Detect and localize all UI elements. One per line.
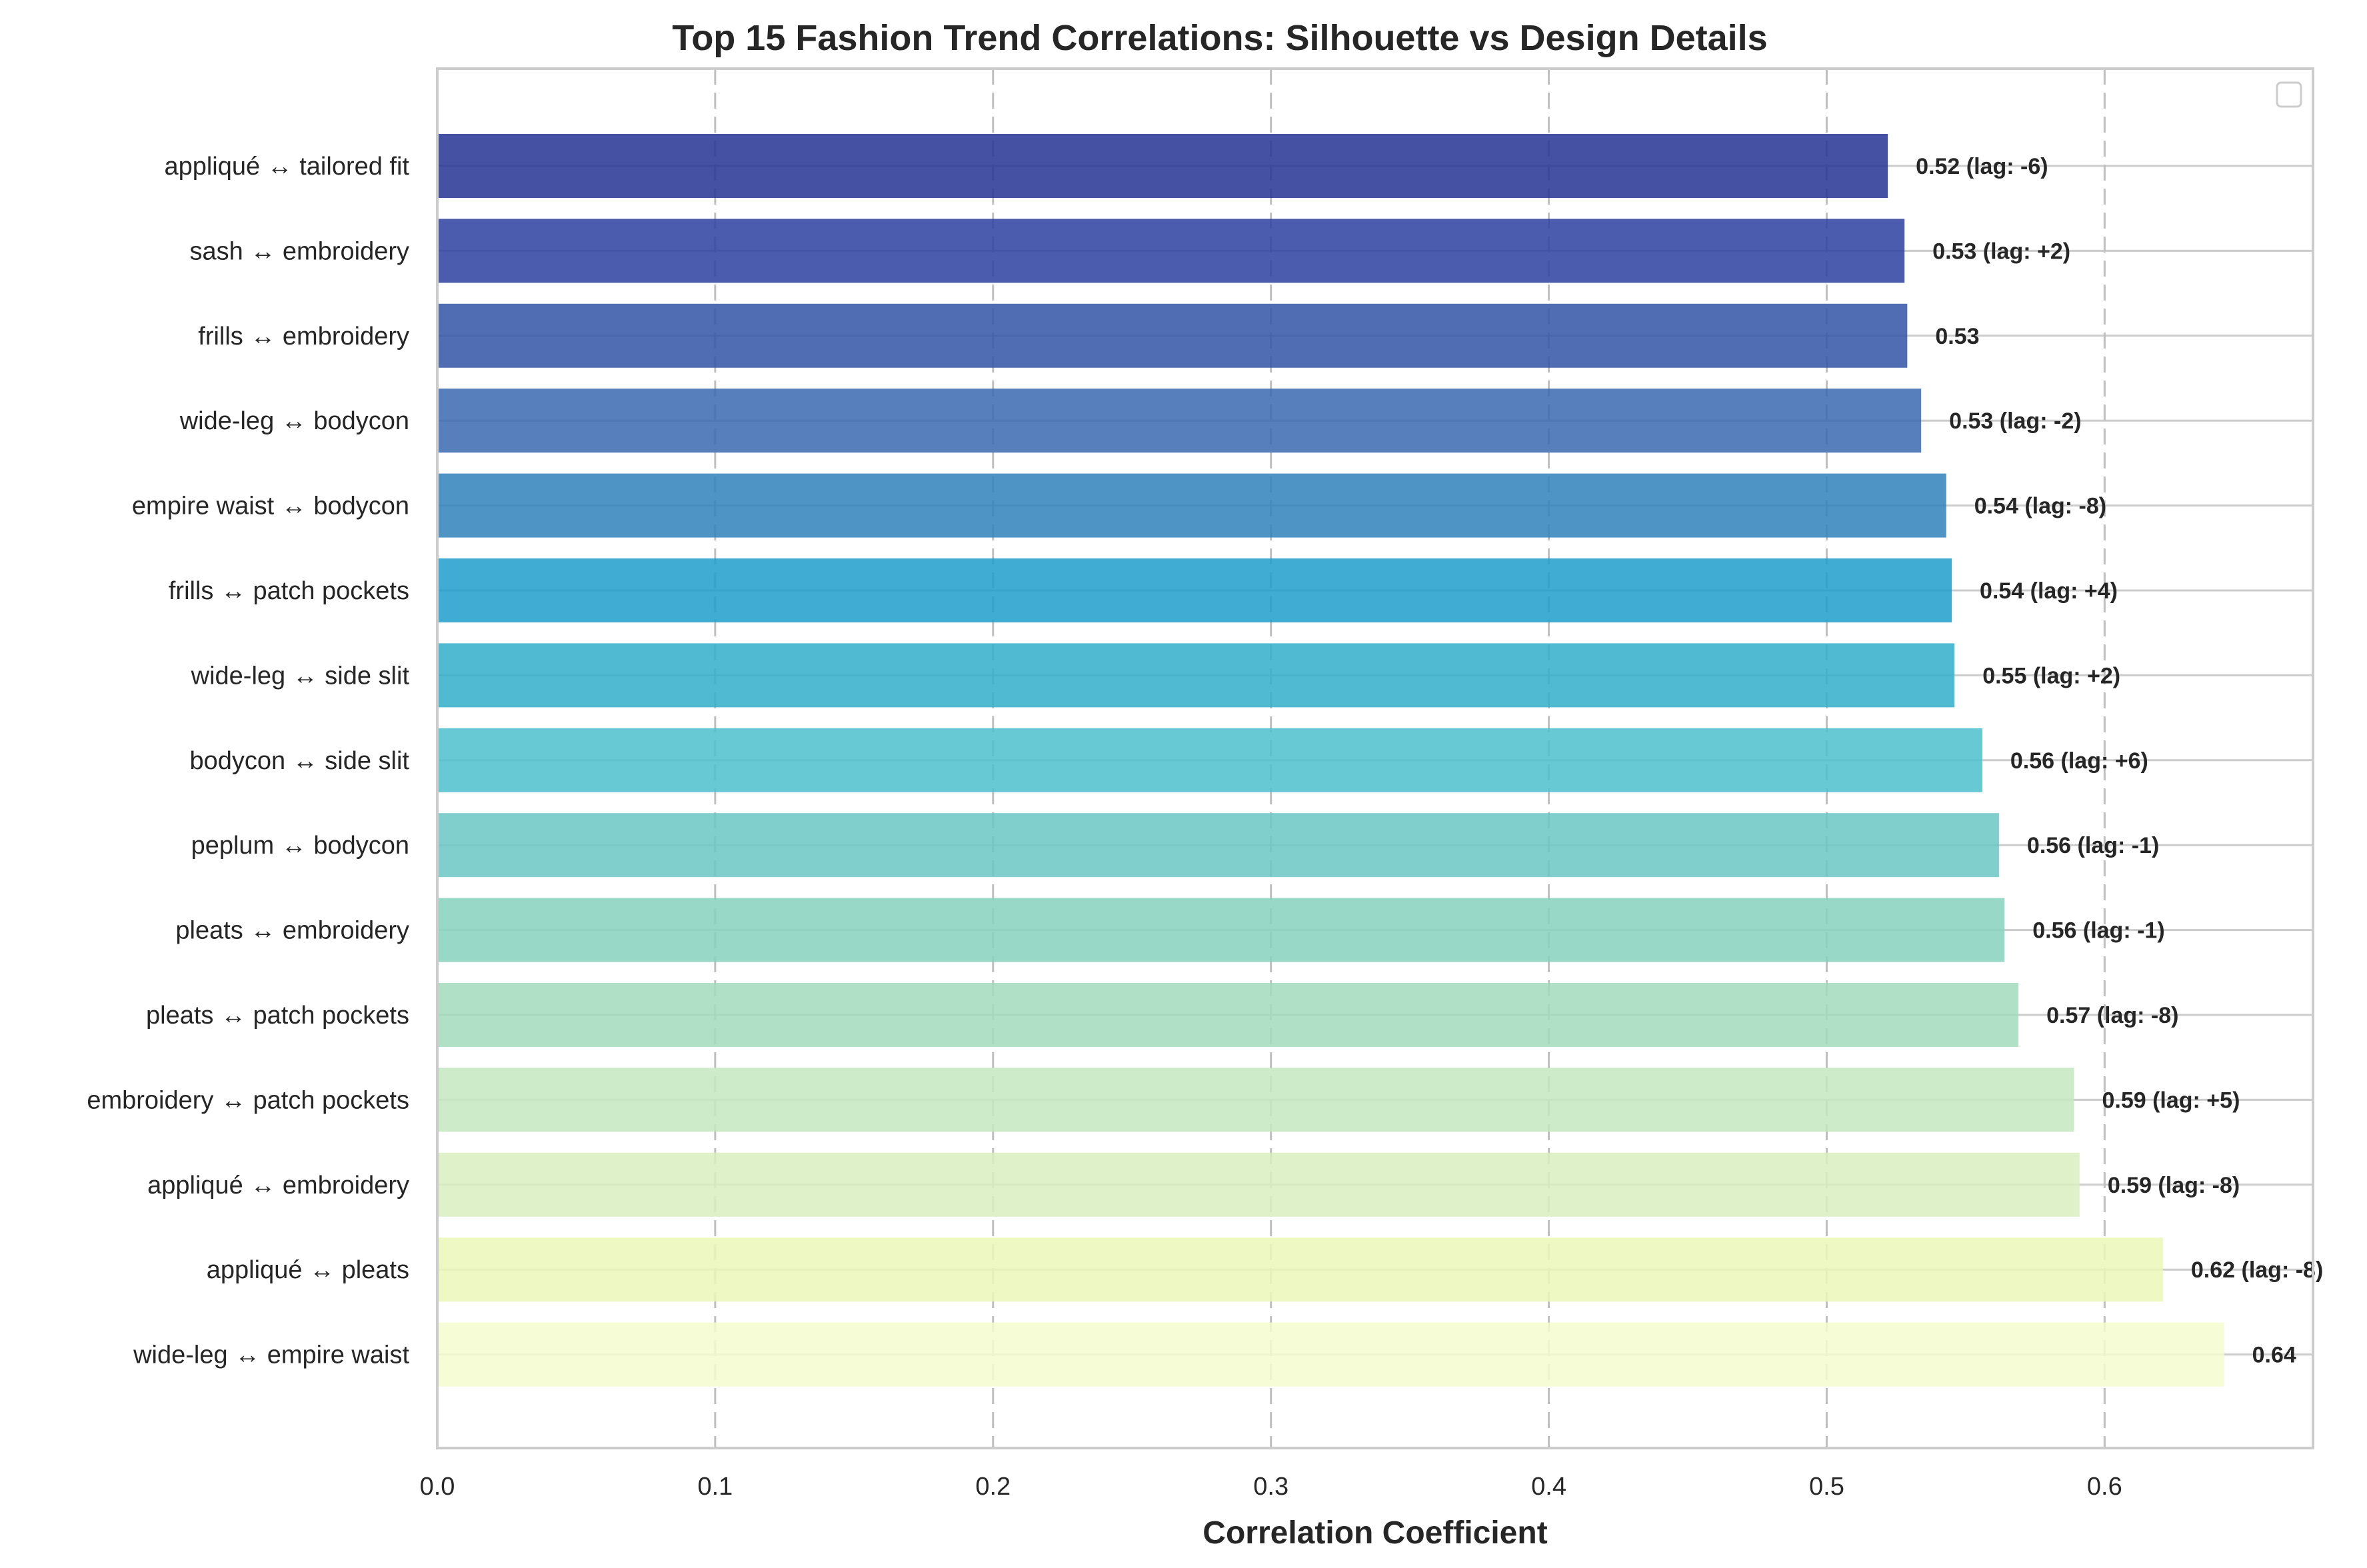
y-tick-label: frills ↔ patch pockets — [169, 577, 409, 605]
x-tick-label: 0.1 — [697, 1473, 733, 1501]
bar-data-label: 0.64 — [2252, 1343, 2296, 1368]
plot-frame — [436, 67, 2314, 1449]
bar-data-label: 0.54 (lag: -8) — [1974, 494, 2106, 519]
bar-data-label: 0.56 (lag: +6) — [2010, 748, 2148, 774]
bar-data-label: 0.59 (lag: -8) — [2108, 1173, 2240, 1198]
bar — [437, 813, 1999, 878]
bar-data-label: 0.56 (lag: -1) — [2027, 833, 2159, 858]
x-axis-label: Correlation Coefficient — [1202, 1515, 1547, 1551]
bar-data-label: 0.53 (lag: +2) — [1932, 239, 2070, 264]
bar — [437, 643, 1955, 708]
y-tick-label: sash ↔ embroidery — [190, 237, 409, 265]
bar — [437, 1237, 2163, 1302]
x-tick-labels: 0.0 0.1 0.2 0.3 0.4 0.5 0.6 — [420, 1473, 2122, 1501]
y-tick-label: wide-leg ↔ bodycon — [179, 407, 409, 435]
bar-data-label: 0.57 (lag: -8) — [2046, 1003, 2178, 1028]
y-tick-labels: appliqué ↔ tailored fit sash ↔ embroidery… — [87, 153, 409, 1369]
bar — [437, 1068, 2074, 1132]
bar — [437, 898, 2005, 962]
x-tick-label: 0.0 — [420, 1473, 455, 1501]
y-tick-label: appliqué ↔ pleats — [207, 1256, 409, 1284]
bar — [437, 728, 1982, 792]
y-tick-label: empire waist ↔ bodycon — [132, 492, 409, 520]
bar-data-label: 0.55 (lag: +2) — [1982, 663, 2120, 688]
bar — [437, 303, 1908, 368]
y-tick-label: pleats ↔ embroidery — [175, 917, 409, 945]
bar — [437, 134, 1888, 198]
y-tick-label: frills ↔ embroidery — [198, 323, 409, 351]
bar-data-label: 0.52 (lag: -6) — [1916, 154, 2048, 179]
x-tick-label: 0.3 — [1253, 1473, 1288, 1501]
bar — [437, 983, 2019, 1047]
x-tick-label: 0.5 — [1809, 1473, 1844, 1501]
bars — [437, 134, 2224, 1387]
bar — [437, 1322, 2224, 1387]
y-tick-label: peplum ↔ bodycon — [191, 832, 409, 860]
chart-title: Top 15 Fashion Trend Correlations: Silho… — [672, 18, 1767, 58]
bar-data-label: 0.62 (lag: -8) — [2191, 1257, 2323, 1283]
y-tick-label: wide-leg ↔ empire waist — [133, 1341, 409, 1369]
y-tick-label: appliqué ↔ tailored fit — [164, 153, 409, 181]
legend-box — [2276, 81, 2302, 108]
bar — [437, 1152, 2080, 1217]
bar-data-label: 0.54 (lag: +4) — [1980, 578, 2118, 604]
bar — [437, 219, 1905, 283]
y-tick-label: pleats ↔ patch pockets — [146, 1002, 409, 1030]
y-tick-label: bodycon ↔ side slit — [190, 747, 410, 775]
bar — [437, 389, 1922, 453]
y-tick-label: embroidery ↔ patch pockets — [87, 1086, 409, 1114]
bar-data-label: 0.53 — [1935, 324, 1979, 349]
y-tick-label: appliqué ↔ embroidery — [147, 1172, 409, 1199]
x-tick-label: 0.2 — [975, 1473, 1011, 1501]
bar — [437, 473, 1946, 538]
x-tick-label: 0.4 — [1531, 1473, 1566, 1501]
bar — [437, 558, 1952, 622]
bar-data-label: 0.56 (lag: -1) — [2032, 918, 2164, 944]
bar-data-label: 0.53 (lag: -2) — [1949, 408, 2081, 434]
data-labels: 0.52 (lag: -6) 0.53 (lag: +2) 0.53 0.53 (la… — [1916, 154, 2323, 1368]
y-tick-label: wide-leg ↔ side slit — [191, 662, 410, 690]
x-tick-label: 0.6 — [2087, 1473, 2122, 1501]
bar-data-label: 0.59 (lag: +5) — [2102, 1088, 2240, 1113]
